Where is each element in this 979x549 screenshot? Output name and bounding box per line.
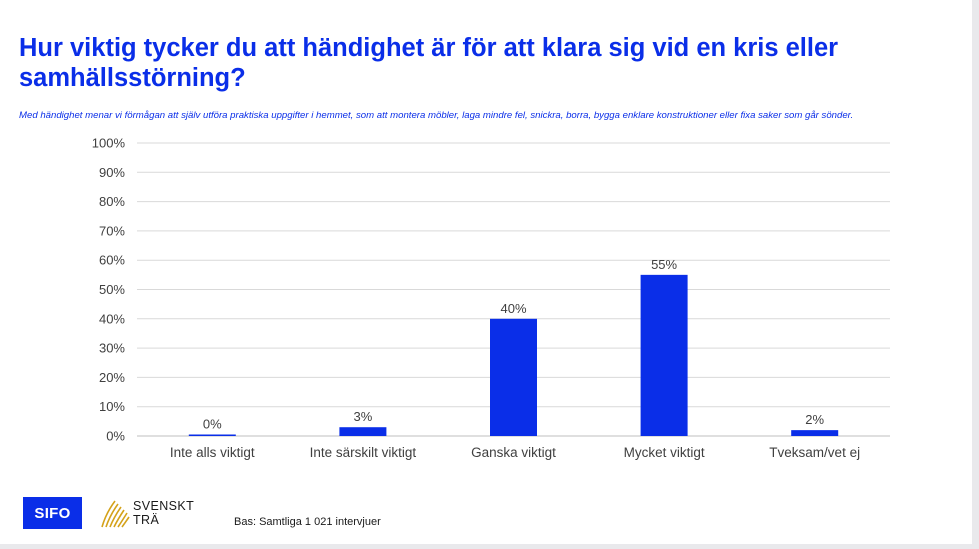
bar bbox=[188, 434, 236, 436]
bar bbox=[339, 427, 387, 436]
svenskt-tra-line-2: TRÄ bbox=[133, 513, 160, 527]
window-edge-bottom bbox=[0, 544, 979, 549]
data-label: 3% bbox=[354, 409, 373, 424]
x-tick-label: Inte alls viktigt bbox=[170, 445, 255, 460]
data-label: 40% bbox=[500, 301, 526, 316]
data-label: 0% bbox=[203, 417, 222, 432]
chart-subtitle: Med händighet menar vi förmågan att själ… bbox=[19, 110, 854, 121]
svenskt-tra-wordmark: SVENSKT TRÄ bbox=[133, 499, 194, 527]
svenskt-tra-line-1: SVENSKT bbox=[133, 499, 195, 513]
y-tick-label: 10% bbox=[99, 399, 125, 414]
x-tick-label: Inte särskilt viktigt bbox=[310, 445, 417, 460]
x-tick-label: Ganska viktigt bbox=[471, 445, 556, 460]
bar bbox=[791, 430, 839, 436]
y-tick-label: 100% bbox=[92, 136, 126, 151]
y-tick-label: 70% bbox=[99, 223, 125, 238]
y-tick-label: 20% bbox=[99, 370, 125, 385]
chart-title: Hur viktig tycker du att händighet är fö… bbox=[19, 34, 839, 92]
y-tick-label: 50% bbox=[99, 282, 125, 297]
sifo-logo: SIFO bbox=[23, 497, 82, 529]
bar bbox=[640, 274, 688, 436]
x-tick-label: Mycket viktigt bbox=[624, 445, 705, 460]
data-label: 55% bbox=[651, 257, 677, 272]
bar bbox=[490, 318, 537, 436]
x-tick-label: Tveksam/vet ej bbox=[769, 445, 860, 460]
y-tick-label: 0% bbox=[106, 429, 125, 444]
y-tick-label: 40% bbox=[99, 311, 125, 326]
svenskt-tra-logo: SVENSKT TRÄ bbox=[100, 497, 200, 531]
y-tick-label: 80% bbox=[99, 194, 125, 209]
data-label: 2% bbox=[805, 412, 824, 427]
window-edge-right bbox=[972, 0, 979, 549]
bar-chart: 0% 10% 20% 30% 40% 50% 60% 70% 80% 90% 100% 0% Inte … bbox=[92, 136, 890, 460]
base-note: Bas: Samtliga 1 021 intervjuer bbox=[234, 516, 381, 528]
y-tick-label: 30% bbox=[99, 341, 125, 356]
y-tick-label: 60% bbox=[99, 253, 125, 268]
y-tick-label: 90% bbox=[99, 165, 125, 180]
svenskt-tra-mark-icon bbox=[101, 500, 130, 528]
